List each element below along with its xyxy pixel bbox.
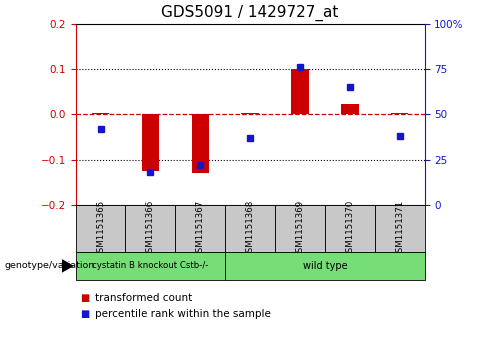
Bar [76,205,125,252]
Text: GSM1151369: GSM1151369 [295,200,305,258]
Text: genotype/variation: genotype/variation [5,261,95,270]
Text: GSM1151365: GSM1151365 [96,200,105,258]
Bar [225,205,275,252]
Bar [341,104,359,114]
Bar [92,113,109,114]
Text: GSM1151370: GSM1151370 [346,200,354,258]
Text: percentile rank within the sample: percentile rank within the sample [95,309,271,319]
Text: ■: ■ [81,293,90,303]
Polygon shape [62,259,74,273]
Bar [175,205,225,252]
Bar [125,205,175,252]
Text: GSM1151371: GSM1151371 [395,200,404,258]
Text: transformed count: transformed count [95,293,192,303]
Bar [325,205,375,252]
Text: ■: ■ [81,309,90,319]
Bar [291,69,309,114]
Bar [391,113,408,114]
Text: cystatin B knockout Cstb-/-: cystatin B knockout Cstb-/- [92,261,208,270]
Title: GDS5091 / 1429727_at: GDS5091 / 1429727_at [162,5,339,21]
Bar [76,252,225,280]
Text: GSM1151366: GSM1151366 [146,200,155,258]
Text: GSM1151367: GSM1151367 [196,200,205,258]
Bar [142,114,159,171]
Text: GSM1151368: GSM1151368 [245,200,255,258]
Bar [225,252,425,280]
Bar [242,113,259,114]
Bar [191,114,209,173]
Bar [375,205,425,252]
Text: wild type: wild type [303,261,347,271]
Bar [275,205,325,252]
